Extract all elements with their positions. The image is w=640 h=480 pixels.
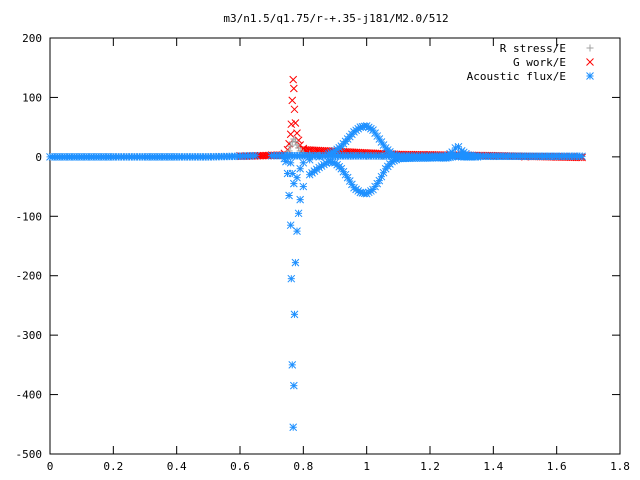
acoustic-flux-point — [286, 158, 295, 167]
acoustic-flux-point — [290, 310, 299, 319]
acoustic-flux-point — [289, 381, 298, 390]
x-tick-label: 0.6 — [230, 460, 250, 473]
x-tick-label: 1.4 — [483, 460, 503, 473]
x-tick-label: 0.2 — [103, 460, 123, 473]
acoustic-flux-point — [289, 423, 298, 432]
g-work-point — [286, 130, 295, 139]
g-work-point — [288, 96, 297, 105]
legend-label: G work/E — [513, 56, 566, 69]
acoustic-flux-point — [578, 152, 586, 161]
legend-label: Acoustic flux/E — [467, 70, 566, 83]
acoustic-flux-point — [305, 155, 314, 164]
g-work-point — [294, 136, 303, 145]
r-stress-point — [295, 144, 303, 152]
y-tick-label: -100 — [16, 210, 43, 223]
r-stress-point — [293, 141, 301, 149]
g-work-point — [291, 119, 300, 127]
x-tick-label: 1.8 — [610, 460, 630, 473]
y-tick-label: -400 — [16, 389, 43, 402]
y-tick-label: 200 — [22, 32, 42, 45]
acoustic-flux-point — [289, 179, 298, 188]
acoustic-flux-point — [294, 209, 303, 218]
y-tick-label: -300 — [16, 329, 43, 342]
g-work-point — [289, 75, 298, 84]
legend-marker — [586, 72, 594, 80]
acoustic-flux-point — [288, 361, 297, 369]
chart-title: m3/n1.5/q1.75/r-+.35-j181/M2.0/512 — [223, 12, 448, 25]
y-tick-label: 0 — [35, 151, 42, 164]
acoustic-flux-point — [315, 153, 324, 161]
acoustic-flux-point — [282, 157, 290, 166]
acoustic-flux-point — [296, 164, 305, 173]
acoustic-flux-point — [296, 195, 305, 204]
r-stress-point — [288, 138, 296, 146]
x-tick-label: 0.4 — [167, 460, 187, 473]
y-tick-label: -200 — [16, 270, 43, 283]
r-stress-point — [287, 142, 295, 150]
x-tick-label: 1.6 — [547, 460, 567, 473]
acoustic-flux-point — [299, 182, 308, 191]
acoustic-flux-point — [291, 258, 300, 267]
acoustic-flux-point — [293, 173, 301, 182]
y-tick-label: 100 — [22, 91, 42, 104]
r-stress-point — [291, 137, 299, 145]
x-tick-label: 0 — [47, 460, 54, 473]
legend-marker — [586, 44, 594, 52]
legend-marker — [586, 58, 594, 66]
acoustic-flux-point — [287, 274, 296, 283]
g-work-point — [289, 84, 298, 93]
x-tick-label: 1 — [363, 460, 370, 473]
acoustic-flux-point — [267, 151, 276, 160]
g-work-point — [290, 105, 299, 114]
acoustic-flux-point — [251, 151, 260, 160]
plot-border — [49, 37, 621, 455]
acoustic-flux-point — [473, 153, 482, 161]
axis-ticks: 0 0.2 0.4 0.6 0.8 1 1.2 1.4 1.6 1.8 200 100 0 -100 -20… — [16, 32, 630, 473]
acoustic-flux-point — [285, 191, 293, 200]
x-tick-label: 1.2 — [420, 460, 440, 473]
g-work-point — [293, 129, 301, 137]
x-tick-label: 0.8 — [293, 460, 313, 473]
plot-frame — [49, 37, 621, 455]
data-points — [46, 75, 586, 432]
acoustic-flux-point — [293, 227, 301, 235]
acoustic-flux-point — [286, 221, 295, 230]
acoustic-flux-point — [283, 169, 292, 178]
legend-label: R stress/E — [500, 42, 566, 55]
y-tick-label: -500 — [16, 448, 43, 461]
acoustic-flux-point — [299, 158, 308, 167]
